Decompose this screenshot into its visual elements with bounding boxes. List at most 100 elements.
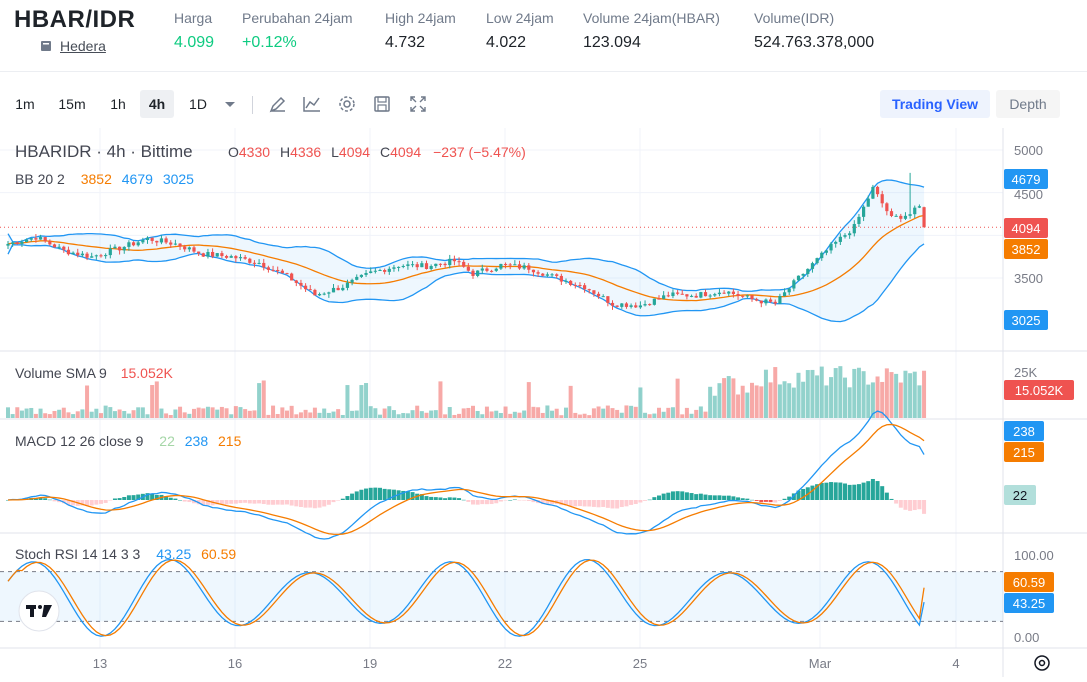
volume-bar — [745, 392, 750, 418]
macd-hist-bar — [112, 498, 117, 500]
macd-hist-value: 22 — [159, 433, 175, 449]
save-icon[interactable] — [372, 94, 392, 114]
macd-hist-bar — [145, 493, 150, 500]
volume-bar — [782, 381, 787, 418]
candle-body — [304, 285, 308, 290]
volume-bar — [164, 413, 169, 418]
indicator-icon[interactable] — [302, 94, 322, 114]
macd-hist-bar — [257, 500, 262, 504]
macd-hist-bar — [624, 500, 629, 507]
time-tick-label: 19 — [363, 656, 377, 671]
macd-hist-bar — [359, 489, 364, 500]
dropdown-icon[interactable] — [220, 94, 240, 114]
macd-hist-bar — [577, 500, 582, 507]
candle-body — [527, 265, 531, 270]
candle-body — [155, 240, 159, 243]
volume-bar — [354, 410, 359, 418]
candle-body — [252, 262, 257, 264]
stat-price: Harga 4.099 — [174, 10, 214, 52]
volume-bar — [917, 385, 922, 418]
coin-name[interactable]: Hedera — [60, 38, 106, 54]
macd-value: 238 — [185, 433, 209, 449]
badge-macd-signal-text: 215 — [1013, 445, 1035, 460]
chart-area[interactable]: HBARIDR · 4h · Bittime O4330 H4336 L4094… — [0, 128, 1087, 677]
scale-settings-icon[interactable] — [1034, 655, 1050, 671]
chart-canvas[interactable]: HBARIDR · 4h · Bittime O4330 H4336 L4094… — [0, 128, 1087, 677]
coin-link[interactable]: Hedera — [40, 38, 106, 54]
volume-bar — [680, 414, 685, 418]
bb-fill — [8, 180, 925, 322]
candle-body — [508, 264, 512, 266]
depth-button[interactable]: Depth — [996, 90, 1060, 118]
volume-bar — [94, 408, 99, 418]
volume-bar — [801, 381, 806, 418]
candle-body — [434, 263, 438, 267]
candle-body — [317, 294, 322, 296]
settings-icon[interactable] — [337, 94, 357, 114]
candle-body — [29, 238, 33, 240]
macd-hist-bar — [461, 499, 466, 501]
timeframe-1d[interactable]: 1D — [189, 96, 207, 112]
volume-bar — [108, 407, 113, 418]
timeframe-15m[interactable]: 15m — [58, 96, 86, 112]
trading-view-button[interactable]: Trading View — [880, 90, 990, 118]
macd-hist-bar — [233, 500, 238, 504]
volume-bar — [322, 408, 327, 418]
stat-label: Harga — [174, 10, 213, 26]
volume-bar — [712, 395, 717, 418]
volume-bar — [908, 373, 913, 418]
volume-bar — [763, 369, 768, 418]
macd-hist-bar — [684, 492, 689, 500]
macd-hist-bar — [229, 500, 234, 504]
macd-hist-bar — [517, 500, 522, 501]
candle-body — [145, 237, 150, 241]
stat-value: 123.094 — [583, 34, 641, 51]
volume-bar — [773, 367, 778, 418]
macd-hist-bar — [285, 500, 289, 505]
candle-body — [187, 247, 191, 250]
volume-bar — [182, 412, 187, 418]
macd-hist-bar — [224, 500, 229, 505]
macd-hist-bar — [801, 488, 806, 500]
volume-bar — [754, 385, 759, 418]
candle-body — [820, 252, 824, 259]
macd-hist-bar — [694, 494, 699, 500]
draw-icon[interactable] — [268, 94, 288, 114]
volume-bar — [689, 413, 694, 418]
candle-body — [587, 289, 591, 291]
candle-body — [331, 287, 336, 293]
macd-hist-bar — [103, 500, 108, 503]
timeframe-4h[interactable]: 4h — [140, 90, 174, 118]
volume-bar — [112, 411, 117, 418]
macd-hist-bar — [591, 500, 596, 507]
stat-volume-idr: Volume(IDR) 524.763.378,000 — [754, 10, 874, 52]
volume-legend: Volume SMA 9 15.052K — [15, 365, 174, 381]
macd-hist-bar — [252, 500, 257, 504]
candle-body — [871, 186, 875, 199]
macd-hist-bar — [522, 500, 527, 501]
volume-bar — [577, 414, 582, 418]
macd-hist-bar — [833, 482, 838, 500]
macd-hist-bar — [71, 500, 76, 506]
macd-hist-bar — [875, 481, 880, 500]
macd-hist-bar — [173, 498, 178, 500]
timeframe-1h[interactable]: 1h — [110, 96, 126, 112]
candle-body — [624, 303, 629, 307]
candle-body — [34, 238, 38, 240]
macd-hist-bar — [168, 497, 173, 500]
fullscreen-icon[interactable] — [408, 94, 428, 114]
candle-body — [610, 302, 615, 306]
macd-hist-bar — [326, 500, 331, 505]
timeframe-1m[interactable]: 1m — [15, 96, 35, 112]
candle-body — [90, 256, 94, 258]
candle-body — [834, 241, 838, 244]
macd-hist-bar — [471, 500, 475, 505]
volume-bar — [829, 377, 834, 418]
macd-hist-bar — [661, 493, 666, 500]
macd-hist-bar — [154, 494, 159, 500]
tradingview-logo-icon[interactable] — [18, 590, 60, 632]
macd-hist-bar — [819, 482, 824, 500]
volume-bar — [475, 410, 480, 418]
volume-bar — [471, 405, 475, 418]
volume-bar — [29, 407, 34, 418]
